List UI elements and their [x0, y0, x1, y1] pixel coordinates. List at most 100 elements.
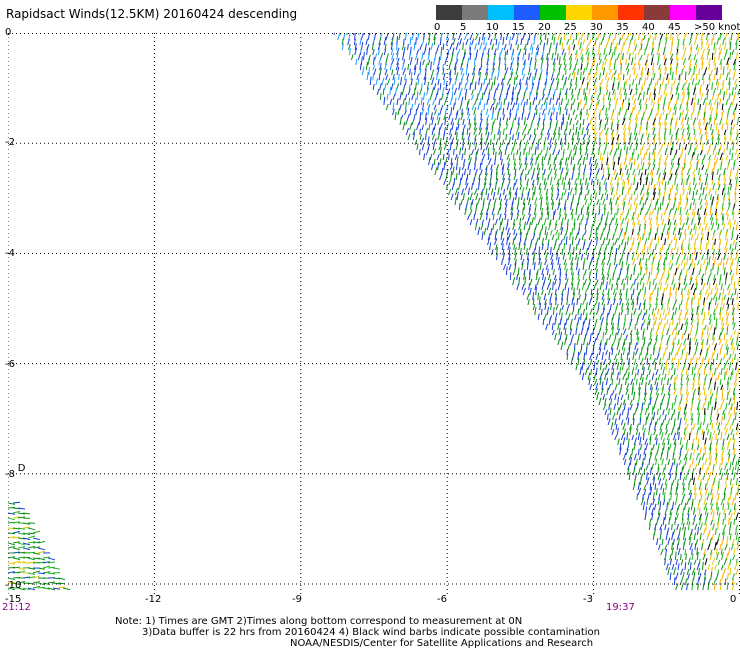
- wind-barb: [565, 268, 568, 276]
- wind-barb: [651, 513, 654, 521]
- wind-barb: [636, 296, 639, 306]
- wind-barb: [566, 163, 568, 171]
- wind-barb: [629, 33, 632, 36]
- wind-barb: [518, 48, 522, 56]
- wind-barb: [439, 173, 443, 181]
- wind-barb: [661, 77, 665, 86]
- wind-barb: [686, 448, 689, 456]
- wind-barb: [708, 154, 712, 161]
- wind-barb: [706, 429, 710, 436]
- wind-barb: [727, 382, 729, 391]
- wind-barb: [455, 163, 458, 171]
- wind-barb: [663, 54, 666, 61]
- wind-barb: [705, 242, 708, 251]
- wind-barb: [610, 422, 614, 431]
- wind-barb: [699, 364, 702, 371]
- wind-barb: [494, 159, 496, 166]
- wind-barb: [441, 33, 444, 36]
- wind-barb: [476, 93, 479, 101]
- wind-barb: [670, 94, 674, 101]
- wind-barb: [623, 81, 626, 91]
- wind-barb: [729, 149, 731, 156]
- wind-barb: [547, 133, 550, 141]
- wind-barb: [632, 301, 635, 311]
- wind-barb: [562, 117, 565, 126]
- wind-barb: [636, 163, 640, 171]
- wind-barb: [582, 139, 586, 146]
- wind-barb: [537, 217, 541, 226]
- wind-barb: [669, 123, 673, 131]
- wind-barb: [682, 542, 685, 551]
- wind-barb: [631, 57, 634, 66]
- wind-barb: [667, 214, 671, 221]
- wind-barb: [665, 252, 668, 261]
- wind-barb: [622, 53, 624, 61]
- wind-barb: [587, 365, 590, 371]
- wind-barb: [703, 367, 706, 376]
- wind-barb: [456, 191, 459, 201]
- wind-barb: [683, 453, 687, 461]
- wind-barb: [675, 238, 678, 246]
- wind-barb: [635, 364, 639, 371]
- wind-barb: [686, 178, 688, 186]
- wind-barb: [719, 47, 723, 56]
- wind-barb: [567, 344, 571, 351]
- wind-barb: [497, 41, 500, 51]
- wind-barb: [686, 82, 691, 91]
- wind-barb: [733, 281, 736, 291]
- wind-barb: [32, 557, 41, 560]
- wind-barb: [497, 207, 501, 216]
- wind-barb: [471, 94, 474, 101]
- wind-barb: [642, 183, 645, 191]
- wind-barb: [711, 82, 713, 91]
- wind-barb: [621, 239, 624, 246]
- wind-barb: [704, 122, 708, 131]
- wind-barb: [559, 158, 563, 166]
- wind-barb: [543, 293, 547, 301]
- wind-barb: [577, 131, 580, 141]
- wind-barb: [607, 267, 610, 276]
- wind-barb: [608, 68, 612, 76]
- wind-barb: [641, 143, 645, 151]
- wind-barb: [581, 127, 584, 136]
- wind-barb: [654, 483, 657, 491]
- wind-barb: [594, 87, 597, 96]
- wind-barb: [465, 177, 468, 186]
- wind-barb: [487, 48, 490, 56]
- wind-barb: [378, 37, 382, 46]
- wind-barb: [662, 46, 666, 56]
- wind-barb: [505, 92, 509, 101]
- wind-barb: [398, 33, 401, 41]
- wind-barb: [595, 367, 598, 376]
- wind-barb: [626, 68, 630, 76]
- wind-barb: [601, 274, 605, 281]
- wind-barb: [712, 358, 715, 366]
- wind-barb: [732, 347, 735, 356]
- wind-barb: [674, 499, 677, 506]
- wind-barb: [507, 232, 511, 241]
- wind-barb: [341, 38, 344, 46]
- wind-barb: [688, 263, 692, 271]
- wind-barb: [684, 114, 687, 121]
- wind-barb: [723, 524, 727, 531]
- wind-barb: [383, 48, 387, 56]
- wind-barb: [22, 522, 31, 525]
- scale-label: 20: [538, 22, 551, 33]
- wind-barb: [558, 66, 561, 76]
- wind-barb: [575, 58, 579, 66]
- wind-barb: [562, 114, 565, 121]
- wind-barb: [716, 194, 719, 201]
- wind-barb: [719, 58, 723, 66]
- wind-barb: [723, 173, 726, 181]
- wind-barb: [492, 213, 495, 221]
- scale-swatch: [436, 5, 462, 20]
- wind-barb: [557, 33, 561, 41]
- wind-barb: [670, 162, 675, 171]
- wind-barb: [385, 103, 389, 111]
- wind-barb: [692, 211, 696, 221]
- wind-barb: [669, 67, 672, 76]
- wind-barb: [674, 474, 678, 481]
- wind-barb: [616, 119, 620, 126]
- wind-barb: [715, 317, 718, 326]
- wind-barb: [586, 72, 590, 81]
